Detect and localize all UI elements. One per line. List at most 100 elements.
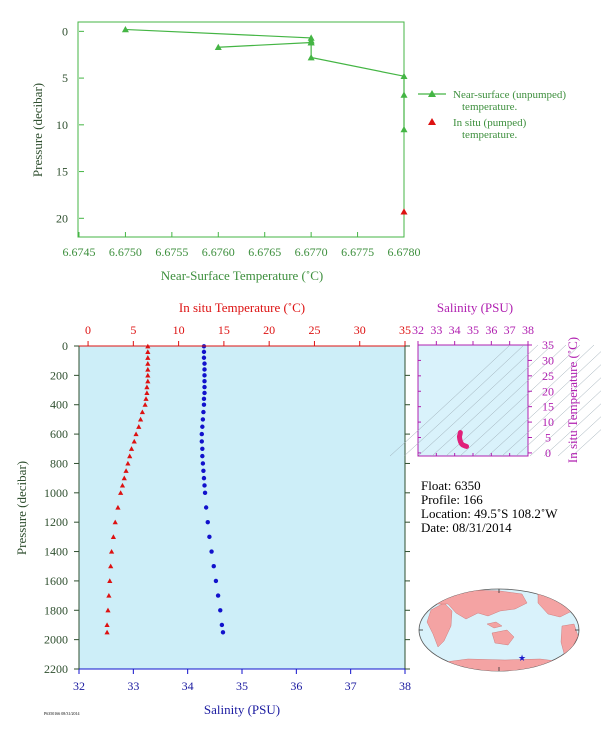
pressure-tick-label: 400 bbox=[50, 398, 68, 412]
legend-near-surface-line1: Near-surface (unpumped) bbox=[453, 89, 566, 101]
temperature-point bbox=[143, 396, 149, 401]
ts-y-axis-label: In situ Temperature (˚C) bbox=[565, 337, 580, 463]
top-x-tick-label: 6.6745 bbox=[63, 245, 96, 259]
salinity-point bbox=[202, 379, 207, 384]
temperature-tick-label: 30 bbox=[354, 323, 366, 337]
main-plot-ticks: 0 5 10 15 20 25 30 35 32 33 34 35 36 37 38 0 200 400 600 80… bbox=[44, 323, 411, 693]
ts-x-tick-label: 36 bbox=[485, 323, 497, 337]
salinity-point bbox=[213, 578, 219, 584]
ts-point bbox=[458, 430, 463, 435]
pressure-tick-label: 1800 bbox=[44, 603, 68, 617]
ts-density-contour bbox=[487, 351, 601, 457]
ts-y-tick-label: 20 bbox=[542, 384, 554, 398]
salinity-point bbox=[202, 384, 207, 390]
legend-near-surface-marker bbox=[428, 90, 436, 97]
pressure-tick-label: 1600 bbox=[44, 574, 68, 588]
temperature-point bbox=[145, 366, 151, 372]
temperature-axis-label: In situ Temperature (˚C) bbox=[179, 300, 305, 315]
in-situ-point bbox=[400, 208, 408, 215]
land-indonesia bbox=[486, 621, 503, 629]
temperature-point bbox=[145, 372, 151, 378]
salinity-point bbox=[205, 519, 210, 525]
temperature-point bbox=[145, 378, 151, 384]
float-location-star-icon: ★ bbox=[518, 653, 526, 663]
ts-x-axis-label: Salinity (PSU) bbox=[437, 300, 513, 315]
temperature-point bbox=[133, 431, 139, 437]
near-surface-line bbox=[125, 28, 405, 130]
top-y-tick-label: 0 bbox=[62, 24, 68, 38]
salinity-point bbox=[211, 564, 216, 569]
salinity-axis-label: Salinity (PSU) bbox=[204, 702, 280, 717]
temperature-point bbox=[127, 453, 133, 459]
ts-density-contour bbox=[389, 344, 511, 457]
temperature-point bbox=[144, 390, 150, 396]
main-profile-chart: 0 5 10 15 20 25 30 35 32 33 34 35 36 37 38 0 200 400 600 80… bbox=[14, 300, 411, 717]
salinity-point bbox=[200, 424, 205, 429]
temperature-point bbox=[112, 519, 118, 525]
top-y-tick-label: 5 bbox=[62, 71, 68, 85]
temperature-tick-label: 5 bbox=[130, 323, 136, 337]
salinity-point bbox=[201, 475, 207, 481]
ts-point bbox=[458, 437, 462, 442]
location-text: Location: 49.5˚S 108.2˚W bbox=[421, 506, 558, 521]
temperature-point bbox=[145, 361, 151, 366]
world-location-map: ★ bbox=[418, 588, 580, 672]
top-plot-frame bbox=[77, 21, 405, 238]
temperature-point bbox=[137, 416, 144, 422]
salinity-point bbox=[202, 390, 207, 396]
temperature-point bbox=[139, 409, 145, 415]
temperature-point bbox=[115, 504, 121, 510]
ts-density-contour bbox=[501, 364, 601, 457]
ts-density-contour bbox=[543, 403, 601, 457]
ts-density-contour bbox=[529, 390, 601, 457]
ts-x-tick-label: 32 bbox=[412, 323, 424, 337]
ts-y-tick-label: 30 bbox=[542, 353, 554, 367]
temperature-point bbox=[144, 384, 150, 390]
legend-in-situ-line1: In situ (pumped) bbox=[453, 117, 527, 129]
temperature-point bbox=[104, 622, 110, 628]
top-y-axis-label: Pressure (decibar) bbox=[30, 83, 45, 177]
temperature-point bbox=[104, 629, 110, 635]
pressure-tick-label: 2000 bbox=[44, 633, 68, 647]
near-surface-point bbox=[307, 39, 315, 46]
salinity-point bbox=[201, 355, 207, 360]
profile-number-text: Profile: 166 bbox=[421, 492, 483, 507]
salinity-point bbox=[201, 396, 207, 402]
main-y-axis-label: Pressure (decibar) bbox=[14, 461, 29, 555]
legend-in-situ-line2: temperature. bbox=[462, 129, 518, 141]
map-grid-ticks bbox=[419, 589, 579, 671]
salinity-point bbox=[202, 361, 207, 366]
float-id-text: Float: 6350 bbox=[421, 478, 481, 493]
ts-x-tick-label: 33 bbox=[430, 323, 442, 337]
top-plot-ticks: 6.6745 6.6750 6.6755 6.6760 6.6765 6.6770 6.67… bbox=[56, 24, 421, 259]
salinity-tick-label: 37 bbox=[345, 679, 357, 693]
ts-density-contour bbox=[459, 344, 581, 457]
temperature-tick-label: 20 bbox=[263, 323, 275, 337]
footer-code: P6350166 08/31/2014 bbox=[44, 711, 79, 716]
legend-near-surface-label: Near-surface (unpumped) temperature. bbox=[453, 89, 569, 113]
date-text: Date: 08/31/2014 bbox=[421, 520, 512, 535]
salinity-point bbox=[200, 453, 205, 459]
salinity-point bbox=[218, 608, 223, 613]
top-x-tick-label: 6.6760 bbox=[202, 245, 235, 259]
salinity-tick-label: 33 bbox=[127, 679, 139, 693]
salinity-point bbox=[202, 373, 207, 378]
pressure-tick-label: 0 bbox=[62, 339, 68, 353]
near-surface-point bbox=[307, 54, 315, 61]
pressure-tick-label: 1400 bbox=[44, 545, 68, 559]
ts-density-contour bbox=[473, 344, 595, 457]
land-africa bbox=[426, 602, 453, 648]
salinity-tick-label: 38 bbox=[399, 679, 411, 693]
ts-y-tick-label: 10 bbox=[542, 415, 554, 429]
top-x-axis-label: Near-Surface Temperature (˚C) bbox=[161, 268, 323, 283]
near-surface-point bbox=[214, 43, 222, 51]
ts-density-contour bbox=[515, 377, 601, 457]
pressure-tick-label: 600 bbox=[50, 427, 68, 441]
temperature-point bbox=[128, 446, 135, 451]
ts-x-tick-label: 34 bbox=[449, 323, 461, 337]
ts-x-tick-label: 37 bbox=[504, 323, 516, 337]
temperature-point bbox=[108, 563, 114, 569]
salinity-point bbox=[202, 367, 207, 372]
